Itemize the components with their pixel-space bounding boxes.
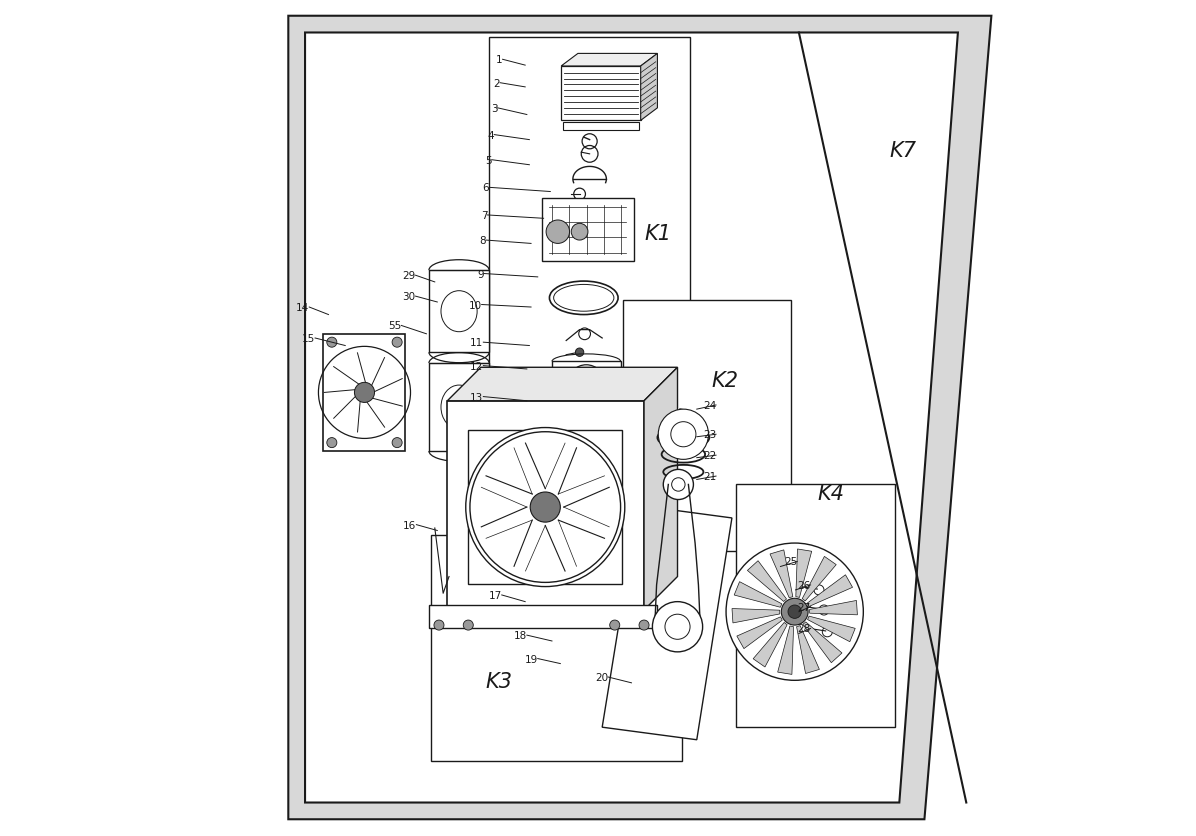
Text: K7: K7 (890, 140, 916, 161)
Circle shape (572, 224, 588, 241)
Polygon shape (803, 557, 836, 601)
Circle shape (664, 470, 694, 500)
Text: 2: 2 (494, 79, 500, 89)
Polygon shape (810, 601, 858, 615)
Polygon shape (489, 38, 690, 418)
Circle shape (327, 338, 337, 348)
Text: 20: 20 (594, 672, 608, 682)
Circle shape (788, 605, 801, 619)
Circle shape (354, 383, 374, 403)
Text: 12: 12 (470, 361, 483, 371)
Text: 13: 13 (470, 392, 483, 402)
Polygon shape (641, 54, 658, 121)
Text: K4: K4 (817, 483, 844, 503)
Polygon shape (643, 368, 677, 610)
Polygon shape (623, 301, 791, 552)
Text: 21: 21 (703, 472, 716, 482)
Polygon shape (323, 334, 405, 451)
Polygon shape (753, 623, 787, 667)
Polygon shape (737, 617, 782, 649)
Circle shape (465, 428, 624, 587)
Polygon shape (807, 616, 855, 642)
Circle shape (781, 599, 808, 625)
Circle shape (530, 492, 561, 522)
Circle shape (652, 602, 702, 652)
Circle shape (726, 543, 864, 681)
Text: 4: 4 (488, 130, 494, 140)
Bar (429, 271, 489, 353)
Circle shape (575, 349, 584, 357)
Text: 8: 8 (480, 236, 486, 246)
Polygon shape (288, 17, 991, 819)
Text: 6: 6 (482, 183, 489, 193)
Polygon shape (431, 535, 682, 761)
Text: 16: 16 (403, 520, 416, 530)
Polygon shape (748, 561, 787, 602)
Polygon shape (447, 368, 677, 401)
Polygon shape (803, 622, 842, 663)
Text: 9: 9 (477, 269, 484, 279)
Circle shape (463, 620, 474, 630)
Polygon shape (795, 549, 812, 598)
Circle shape (434, 620, 444, 630)
Polygon shape (602, 506, 732, 740)
Text: 14: 14 (295, 303, 310, 313)
Polygon shape (797, 626, 819, 674)
Polygon shape (736, 485, 895, 727)
Text: 26: 26 (798, 580, 811, 590)
Text: 55: 55 (388, 321, 402, 331)
Circle shape (639, 620, 649, 630)
Text: 15: 15 (301, 334, 315, 344)
Text: 19: 19 (525, 654, 538, 664)
Text: K3: K3 (486, 671, 512, 691)
Polygon shape (807, 575, 853, 607)
Text: 28: 28 (798, 624, 811, 634)
Text: 30: 30 (402, 292, 415, 302)
Polygon shape (561, 54, 658, 67)
Text: 11: 11 (470, 338, 483, 348)
Text: 29: 29 (402, 271, 415, 281)
Text: 22: 22 (703, 451, 716, 461)
Polygon shape (305, 33, 958, 803)
Polygon shape (447, 401, 643, 610)
Text: K1: K1 (643, 224, 671, 244)
Circle shape (392, 338, 402, 348)
Text: 1: 1 (496, 55, 502, 65)
Text: 5: 5 (486, 155, 492, 166)
Text: 3: 3 (490, 104, 498, 114)
Bar (469, 431, 622, 584)
Bar (429, 364, 489, 451)
Text: 10: 10 (469, 300, 482, 310)
Bar (429, 605, 657, 629)
Text: K2: K2 (710, 370, 738, 390)
Text: 17: 17 (488, 590, 502, 600)
Bar (553, 362, 621, 405)
Text: 7: 7 (481, 211, 488, 221)
Text: 24: 24 (703, 400, 716, 410)
Circle shape (392, 438, 402, 448)
Text: 23: 23 (703, 430, 716, 440)
Polygon shape (777, 626, 794, 675)
Circle shape (547, 221, 569, 244)
Bar (563, 123, 639, 131)
Polygon shape (732, 609, 780, 623)
Polygon shape (770, 550, 793, 598)
Text: 18: 18 (513, 630, 527, 640)
Circle shape (327, 438, 337, 448)
FancyBboxPatch shape (542, 199, 634, 262)
Bar (561, 67, 641, 121)
Polygon shape (734, 582, 782, 608)
Circle shape (658, 410, 708, 460)
Text: 27: 27 (798, 602, 811, 612)
Text: 25: 25 (783, 557, 798, 567)
Circle shape (610, 620, 620, 630)
